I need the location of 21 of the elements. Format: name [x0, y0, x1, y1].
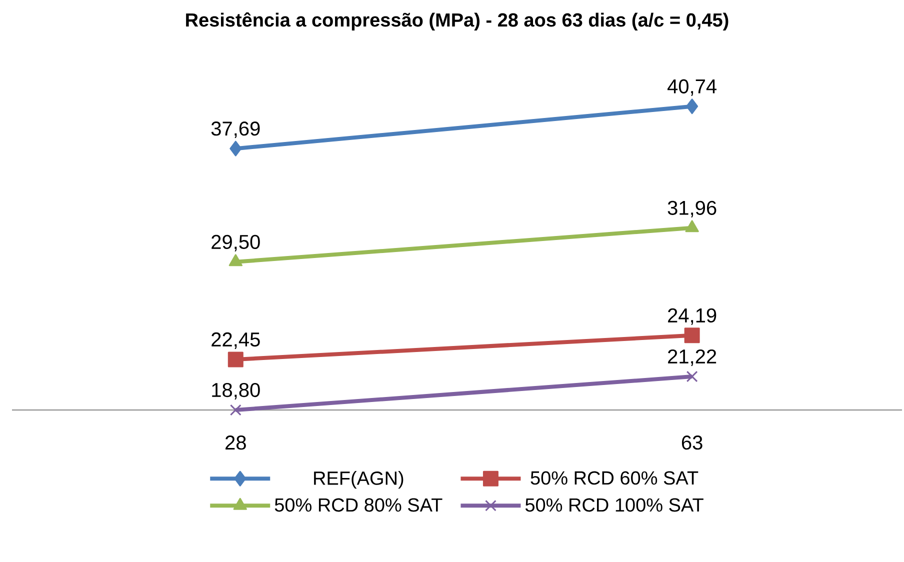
point [684, 328, 700, 344]
data-label: 37,69 [211, 122, 260, 138]
point [228, 352, 244, 368]
data-label: 24,19 [668, 308, 716, 325]
legend-label: 50% RCD 100% SAT [525, 498, 704, 512]
data-label: 18,80 [212, 382, 260, 400]
data-label: 22,45 [212, 332, 260, 349]
legend-label: 50% RCD 80% SAT [274, 498, 442, 512]
point [686, 98, 698, 114]
legend-label: REF(AGN) [314, 470, 404, 489]
data-label: 29,50 [212, 234, 260, 252]
x-tick-label: 28 [226, 436, 246, 450]
chart-title: Resistência a compressão (MPa) - 28 aos 63 dias (a/c = 0,45) [186, 12, 728, 30]
data-label: 21,22 [668, 349, 716, 366]
legend-label: 50% RCD 60% SAT [530, 471, 698, 485]
x-tick-label: 63 [682, 436, 702, 450]
data-label: 31,96 [668, 200, 716, 218]
point [686, 370, 698, 382]
data-label: 40,74 [667, 79, 716, 96]
point [230, 140, 242, 156]
point [230, 404, 242, 416]
